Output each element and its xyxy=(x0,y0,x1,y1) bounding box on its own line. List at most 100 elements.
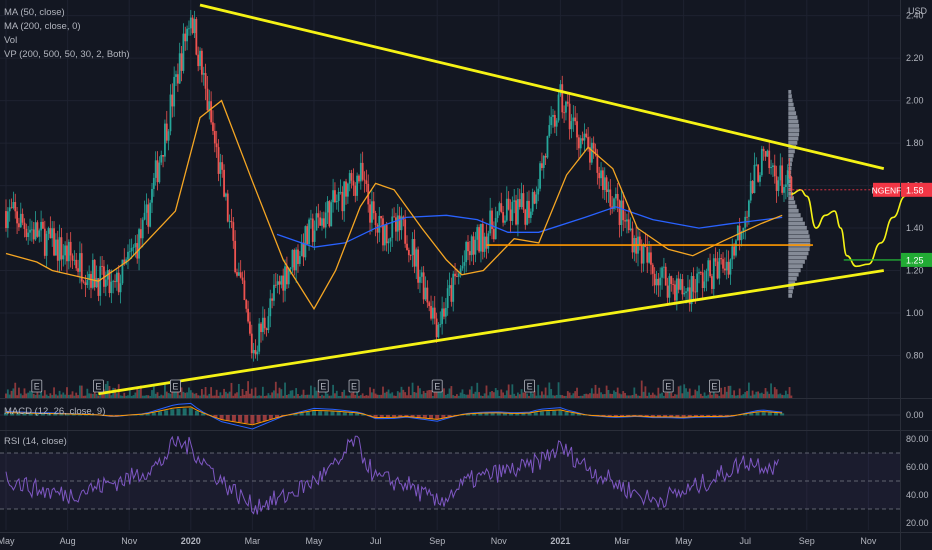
rsi-line xyxy=(5,435,779,515)
candle-body xyxy=(308,219,310,245)
candle-body xyxy=(646,246,649,263)
candle-body xyxy=(699,272,702,273)
volume-bar xyxy=(273,390,275,398)
candle-body xyxy=(195,19,198,55)
candle-body xyxy=(428,302,431,307)
macd-label[interactable]: MACD (12, 26, close, 9) xyxy=(4,406,106,417)
candle-body xyxy=(29,229,31,233)
earnings-marker[interactable] xyxy=(662,379,674,393)
candle-body xyxy=(228,220,231,222)
time-tick-label: Jul xyxy=(370,536,382,546)
volume-bar xyxy=(498,395,501,398)
candle-body xyxy=(707,260,710,271)
candle-body xyxy=(439,323,442,325)
candle-body xyxy=(282,275,285,291)
candle-body xyxy=(208,101,211,111)
volume-bar xyxy=(95,393,98,398)
volume-bar xyxy=(293,395,296,398)
candle-body xyxy=(138,229,140,259)
volume-profile-bin xyxy=(788,276,797,281)
volume-bar xyxy=(773,387,776,398)
volume-bar xyxy=(446,393,449,398)
candle-body xyxy=(350,173,353,181)
volume-bar xyxy=(121,395,124,398)
volume-bar xyxy=(613,390,615,398)
legend-ma50[interactable]: MA (50, close) xyxy=(4,7,65,18)
volume-bar xyxy=(753,394,756,398)
volume-bar xyxy=(56,395,59,398)
candle-body xyxy=(692,276,695,292)
earnings-marker[interactable] xyxy=(431,379,443,393)
candle-body xyxy=(725,261,728,271)
candle-body xyxy=(49,228,52,239)
volume-bar xyxy=(524,392,527,398)
rsi-label[interactable]: RSI (14, close) xyxy=(4,436,67,447)
candle-body xyxy=(311,218,314,242)
volume-bar xyxy=(8,394,11,398)
volume-bar xyxy=(289,390,292,398)
volume-bar xyxy=(620,394,623,398)
earnings-marker[interactable] xyxy=(317,379,329,393)
volume-bar xyxy=(720,387,723,398)
volume-bar xyxy=(36,392,39,398)
candle-body xyxy=(485,236,488,249)
volume-bar xyxy=(685,388,687,398)
candle-body xyxy=(147,204,150,227)
candle-body xyxy=(88,274,91,280)
volume-bar xyxy=(583,393,586,398)
macd-histogram-bar xyxy=(231,415,236,422)
candle-body xyxy=(494,218,497,240)
earnings-marker[interactable] xyxy=(524,379,535,393)
candle-body xyxy=(304,226,307,258)
macd-tick-label: 0.00 xyxy=(906,410,924,420)
volume-bar xyxy=(152,384,155,398)
volume-bar xyxy=(535,395,538,398)
legend-vol[interactable]: Vol xyxy=(4,35,18,46)
volume-bar xyxy=(236,392,238,398)
earnings-marker[interactable] xyxy=(169,379,181,393)
trend-lines xyxy=(98,3,885,396)
volume-bar xyxy=(128,388,131,398)
candle-body xyxy=(729,259,732,275)
volume-bar xyxy=(254,387,257,398)
volume-bar xyxy=(382,386,384,398)
volume-bar xyxy=(650,394,652,398)
candle-body xyxy=(454,273,456,277)
time-tick-label: Nov xyxy=(491,536,508,546)
earnings-marker[interactable] xyxy=(348,379,360,393)
volume-bar xyxy=(298,395,301,398)
legend-ma200[interactable]: MA (200, close, 0) xyxy=(4,21,81,32)
macd-histogram-bar xyxy=(478,413,483,416)
volume-bar xyxy=(568,392,571,398)
legend-vp[interactable]: VP (200, 500, 50, 30, 2, Both) xyxy=(4,49,130,60)
volume-bar xyxy=(167,392,170,398)
earnings-marker[interactable] xyxy=(93,379,104,393)
candle-body xyxy=(733,246,736,256)
candle-body xyxy=(280,275,283,285)
candle-body xyxy=(618,200,621,225)
volume-bar xyxy=(359,395,362,398)
candle-body xyxy=(160,155,163,163)
candle-body xyxy=(250,333,253,354)
candle-body xyxy=(513,200,516,202)
candle-body xyxy=(328,201,331,227)
candle-body xyxy=(25,228,28,238)
earnings-marker[interactable] xyxy=(31,379,43,393)
earnings-marker-label: E xyxy=(95,382,101,392)
candle-body xyxy=(73,259,76,261)
volume-bar xyxy=(472,393,475,398)
candle-body xyxy=(583,133,586,141)
volume-bar xyxy=(145,395,148,398)
earnings-marker-label: E xyxy=(711,382,717,392)
earnings-marker[interactable] xyxy=(709,379,720,393)
volume-bar xyxy=(88,393,91,398)
volume-profile-bin xyxy=(788,102,794,107)
volume-bar xyxy=(589,393,591,398)
volume-bar xyxy=(184,392,187,398)
projected-price-curve xyxy=(791,189,906,268)
volume-bar xyxy=(760,392,763,398)
candle-body xyxy=(489,210,492,234)
macd-histogram-bar xyxy=(330,411,335,416)
